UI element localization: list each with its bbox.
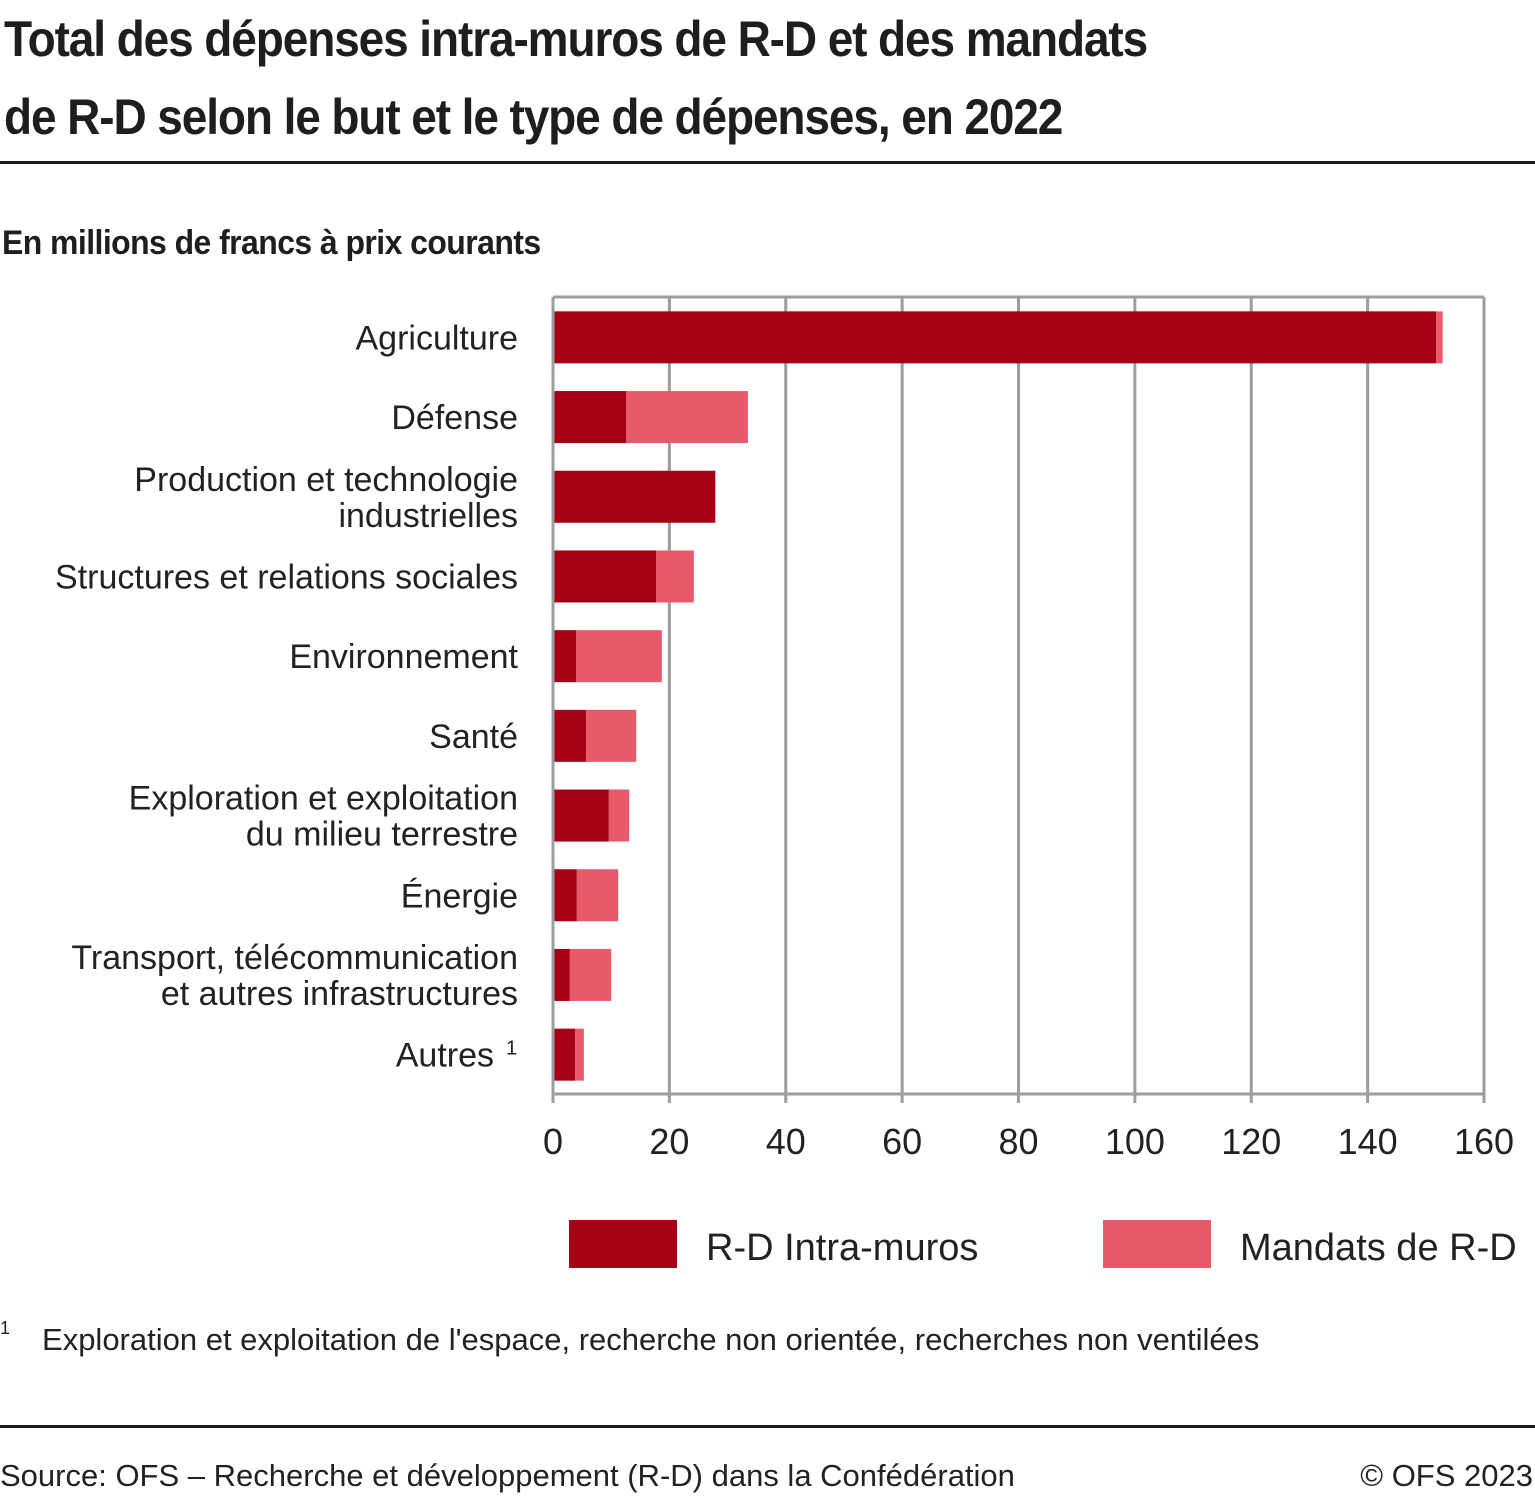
x-tick-label: 100 xyxy=(1105,1121,1165,1162)
bar-intra-muros[interactable] xyxy=(553,550,656,603)
bar-mandats[interactable] xyxy=(576,869,619,922)
x-tick-label: 0 xyxy=(543,1121,563,1162)
category-label: Santé xyxy=(429,718,518,756)
chart-subtitle: En millions de francs à prix courants xyxy=(2,224,541,262)
legend-label: R-D Intra-muros xyxy=(706,1227,978,1269)
category-label: du milieu terrestre xyxy=(246,816,518,854)
category-label: industrielles xyxy=(338,497,518,535)
footer-divider xyxy=(0,1425,1535,1428)
bar-mandats[interactable] xyxy=(608,789,630,842)
category-label: Exploration et exploitation xyxy=(129,780,518,818)
bar-intra-muros[interactable] xyxy=(553,709,587,762)
category-labels: Agriculture Défense Production et technolo… xyxy=(55,319,519,1074)
bar-chart: Agriculture Défense Production et technolo… xyxy=(55,295,1517,1269)
bar-mandats[interactable] xyxy=(626,391,748,444)
chart-title-line-2: de R-D selon le but et le type de dépens… xyxy=(4,89,1063,145)
category-label: Agriculture xyxy=(355,319,518,357)
bar-mandats[interactable] xyxy=(576,630,662,683)
bar-intra-muros[interactable] xyxy=(553,470,716,523)
bar-intra-muros[interactable] xyxy=(553,948,570,1001)
bar-intra-muros[interactable] xyxy=(553,311,1437,364)
footnote: 1 Exploration et exploitation de l'espace… xyxy=(0,1318,1260,1358)
category-label: Environnement xyxy=(289,638,518,676)
category-footnote-marker: 1 xyxy=(506,1038,517,1060)
bar-intra-muros[interactable] xyxy=(553,391,627,444)
category-label: et autres infrastructures xyxy=(161,975,518,1013)
footnote-text: Exploration et exploitation de l'espace,… xyxy=(42,1322,1260,1357)
footnote-marker: 1 xyxy=(0,1318,11,1338)
x-tick-label: 60 xyxy=(882,1121,922,1162)
bars xyxy=(553,311,1443,1081)
x-tick-label: 140 xyxy=(1338,1121,1398,1162)
bar-mandats[interactable] xyxy=(575,1028,584,1081)
bar-intra-muros[interactable] xyxy=(553,869,577,922)
category-label: Énergie xyxy=(401,877,518,915)
legend-swatch xyxy=(569,1220,677,1268)
x-tick-label: 20 xyxy=(649,1121,689,1162)
bar-intra-muros[interactable] xyxy=(553,789,609,842)
bar-mandats[interactable] xyxy=(1436,311,1443,364)
bar-mandats[interactable] xyxy=(655,550,694,603)
bar-mandats[interactable] xyxy=(586,709,637,762)
x-tick-label: 80 xyxy=(998,1121,1038,1162)
legend-label: Mandats de R-D xyxy=(1240,1227,1517,1269)
legend: R-D Intra-muros Mandats de R-D xyxy=(569,1220,1517,1269)
source-text: Source: OFS – Recherche et développement… xyxy=(0,1458,1015,1493)
title-divider xyxy=(0,161,1535,164)
bar-intra-muros[interactable] xyxy=(553,1028,576,1081)
x-tick-label: 40 xyxy=(766,1121,806,1162)
copyright-text: © OFS 2023 xyxy=(1360,1458,1533,1493)
x-tick-label: 120 xyxy=(1221,1121,1281,1162)
chart-title-line-1: Total des dépenses intra-muros de R-D et… xyxy=(4,11,1148,67)
category-label: Structures et relations sociales xyxy=(55,558,518,596)
category-label: Autres xyxy=(396,1037,494,1075)
x-axis-ticks: 0 20 40 60 80 100 120 140 160 xyxy=(543,1121,1514,1162)
category-label: Production et technologie xyxy=(134,461,518,499)
chart-title: Total des dépenses intra-muros de R-D et… xyxy=(4,0,1407,156)
category-label: Défense xyxy=(391,399,518,437)
x-tick-label: 160 xyxy=(1454,1121,1514,1162)
legend-swatch xyxy=(1103,1220,1211,1268)
bar-mandats[interactable] xyxy=(569,948,612,1001)
plot-frame xyxy=(551,295,1486,1103)
bar-intra-muros[interactable] xyxy=(553,630,577,683)
category-label: Transport, télécommunication xyxy=(71,939,518,977)
